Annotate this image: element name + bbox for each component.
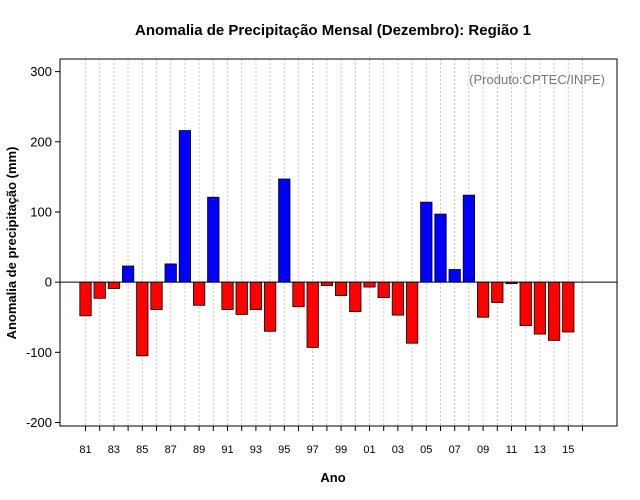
x-tick-label: 87 xyxy=(165,444,177,456)
bar-1996 xyxy=(292,281,305,308)
bar-2003 xyxy=(391,281,405,316)
x-tick-label: 95 xyxy=(278,444,290,456)
bar-1991 xyxy=(221,281,234,310)
bar-1987 xyxy=(164,263,177,283)
bar-1999 xyxy=(334,281,348,296)
bar-2009 xyxy=(476,281,490,318)
bar-2008 xyxy=(462,194,476,283)
y-tick-label: -100 xyxy=(26,345,52,360)
plot-frame xyxy=(59,58,618,427)
bar-2007 xyxy=(448,269,461,283)
y-tick-label: 200 xyxy=(30,134,52,149)
bar-2015 xyxy=(562,281,575,333)
bar-1993 xyxy=(249,281,262,310)
y-axis: -200 -100 0 100 200 300 xyxy=(26,64,60,430)
bar-1982 xyxy=(93,281,106,299)
bar-2012 xyxy=(519,281,532,327)
bar-1986 xyxy=(150,281,163,310)
bar-1997 xyxy=(306,281,319,348)
y-axis-label: Anomalia de precipitação (mm) xyxy=(4,147,19,340)
chart-title: Anomalia de Precipitação Mensal (Dezembr… xyxy=(135,22,531,39)
y-tick-label: -200 xyxy=(26,415,52,430)
x-tick-label: 09 xyxy=(477,444,489,456)
x-tick-label: 97 xyxy=(307,444,319,456)
x-tick-label: 89 xyxy=(193,444,205,456)
bar-2010 xyxy=(491,281,504,303)
grid xyxy=(85,59,583,426)
y-tick-label: 300 xyxy=(30,64,52,79)
bar-1994 xyxy=(263,281,277,332)
bar-1995 xyxy=(278,178,291,283)
bar-1998 xyxy=(320,281,334,287)
x-tick-label: 85 xyxy=(136,444,148,456)
bar-2000 xyxy=(349,281,362,313)
x-tick-label: 91 xyxy=(221,444,233,456)
source-annotation: (Produto:CPTEC/INPE) xyxy=(469,72,605,87)
x-tick-label: 83 xyxy=(108,444,120,456)
bar-1984 xyxy=(122,265,135,283)
y-tick-label: 0 xyxy=(45,275,52,290)
bar-2014 xyxy=(548,281,561,341)
x-tick-label: 07 xyxy=(449,444,461,456)
x-tick-label: 13 xyxy=(534,444,546,456)
x-tick-label: 99 xyxy=(335,444,347,456)
x-tick-label: 93 xyxy=(250,444,262,456)
bar-1990 xyxy=(207,196,220,283)
bar-1992 xyxy=(235,281,248,315)
bar-2001 xyxy=(363,281,376,288)
x-tick-label: 01 xyxy=(363,444,375,456)
bar-1983 xyxy=(107,281,120,289)
bar-1989 xyxy=(192,281,206,306)
x-tick-label: 05 xyxy=(420,444,432,456)
x-tick-label: 15 xyxy=(562,444,574,456)
y-tick-label: 100 xyxy=(30,204,52,219)
bar-2004 xyxy=(405,281,419,344)
bar-1981 xyxy=(79,281,92,317)
x-tick-label: 81 xyxy=(79,444,91,456)
x-axis-label: Ano xyxy=(320,470,345,485)
bar-1988 xyxy=(178,130,191,283)
x-tick-label: 03 xyxy=(392,444,404,456)
x-axis: 81 83 85 87 89 91 93 95 97 99 01 03 05 07 09 11 13 15 xyxy=(79,426,583,456)
bar-2002 xyxy=(377,281,390,298)
bar-2005 xyxy=(420,201,433,283)
bars xyxy=(79,130,575,357)
bar-1985 xyxy=(136,281,149,357)
bar-2013 xyxy=(533,281,547,335)
bar-2006 xyxy=(434,213,447,283)
x-tick-label: 11 xyxy=(506,444,517,456)
